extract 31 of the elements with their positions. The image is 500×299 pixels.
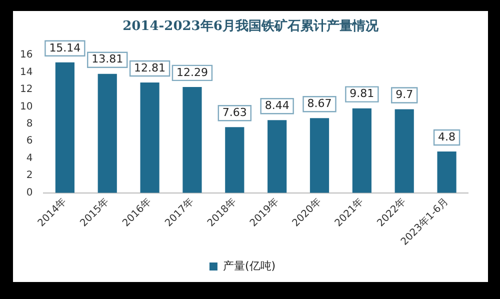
- data-label: 13.81: [92, 52, 124, 66]
- y-tick-label: 2: [26, 170, 33, 182]
- data-label: 12.81: [134, 61, 166, 74]
- data-label: 8.67: [307, 97, 332, 110]
- data-label: 12.29: [176, 66, 208, 79]
- y-tick-label: 4: [26, 152, 33, 164]
- data-label: 15.14: [49, 41, 81, 54]
- y-tick-label: 14: [20, 66, 33, 78]
- y-tick-label: 10: [20, 101, 33, 112]
- bar: [268, 120, 287, 193]
- bar: [140, 82, 160, 193]
- data-label: 8.44: [264, 98, 290, 112]
- chart-title: 2014-2023年6月我国铁矿石累计产量情况: [122, 18, 380, 35]
- y-tick-label: 16: [20, 50, 33, 61]
- data-label: 9.7: [396, 88, 414, 102]
- data-label: 7.63: [222, 106, 247, 119]
- bar: [310, 118, 330, 193]
- y-tick-label: 6: [26, 136, 33, 147]
- legend-label: 产量(亿吨): [222, 259, 276, 272]
- data-label: 9.81: [350, 87, 374, 100]
- bar: [98, 74, 117, 193]
- bar: [182, 86, 202, 193]
- bar: [394, 109, 414, 193]
- bar: [55, 62, 74, 193]
- y-tick-label: 0: [26, 187, 33, 198]
- bar: [352, 108, 372, 193]
- bar: [437, 151, 456, 193]
- y-tick-label: 12: [20, 84, 33, 96]
- y-tick-label: 8: [26, 118, 33, 130]
- data-label: 4.8: [438, 130, 456, 144]
- bar: [225, 127, 244, 193]
